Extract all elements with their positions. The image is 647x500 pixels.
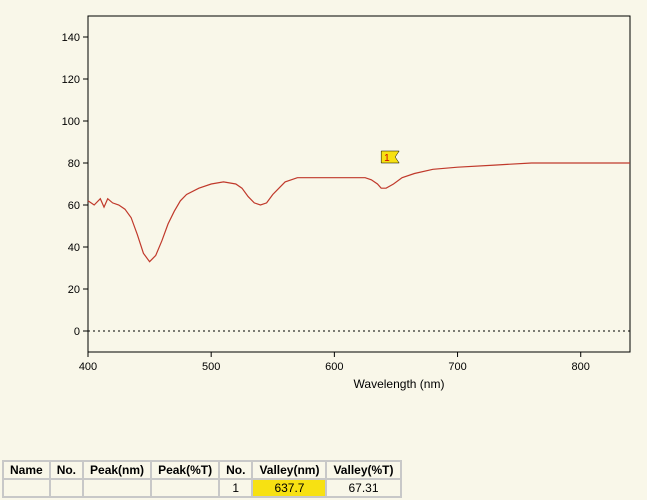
peak-marker-label: 1: [384, 153, 390, 164]
col-header: No.: [50, 461, 83, 479]
root: 0 20 40 60 80 100 120 140 400 500 600 700 800 Wavelen…: [0, 0, 647, 500]
col-header: Valley(%T): [326, 461, 400, 479]
data-table: NameNo.Peak(nm)Peak(%T)No.Valley(nm)Vall…: [2, 460, 402, 498]
axes-box: [88, 16, 630, 352]
col-header: Peak(%T): [151, 461, 219, 479]
xtick-label: 600: [325, 361, 343, 373]
x-axis-label: Wavelength (nm): [354, 377, 445, 391]
plot-svg: 0 20 40 60 80 100 120 140 400 500 600 700 800 Wavelen…: [60, 8, 640, 398]
xtick-label: 800: [572, 361, 590, 373]
ytick-label: 120: [62, 74, 80, 86]
ytick-label: 40: [68, 242, 80, 254]
ytick-label: 0: [74, 326, 80, 338]
xtick-label: 500: [202, 361, 220, 373]
xtick-label: 400: [79, 361, 97, 373]
peak-valley-table: NameNo.Peak(nm)Peak(%T)No.Valley(nm)Vall…: [2, 460, 645, 498]
table-cell: [151, 479, 219, 497]
spectrum-line: [88, 163, 630, 262]
ytick-label: 140: [62, 32, 80, 44]
table-cell: [3, 479, 50, 497]
table-cell: [50, 479, 83, 497]
table-row: 1637.767.31: [3, 479, 401, 497]
ytick-label: 80: [68, 158, 80, 170]
col-header: No.: [219, 461, 252, 479]
col-header: Valley(nm): [252, 461, 326, 479]
xtick-label: 700: [448, 361, 466, 373]
col-header: Name: [3, 461, 50, 479]
col-header: Peak(nm): [83, 461, 151, 479]
table-cell: 637.7: [252, 479, 326, 497]
spectrum-plot: 0 20 40 60 80 100 120 140 400 500 600 700 800 Wavelen…: [60, 8, 640, 398]
table-cell: 1: [219, 479, 252, 497]
table-cell: [83, 479, 151, 497]
ytick-label: 20: [68, 284, 80, 296]
ytick-label: 100: [62, 116, 80, 128]
table-cell: 67.31: [326, 479, 400, 497]
ytick-label: 60: [68, 200, 80, 212]
